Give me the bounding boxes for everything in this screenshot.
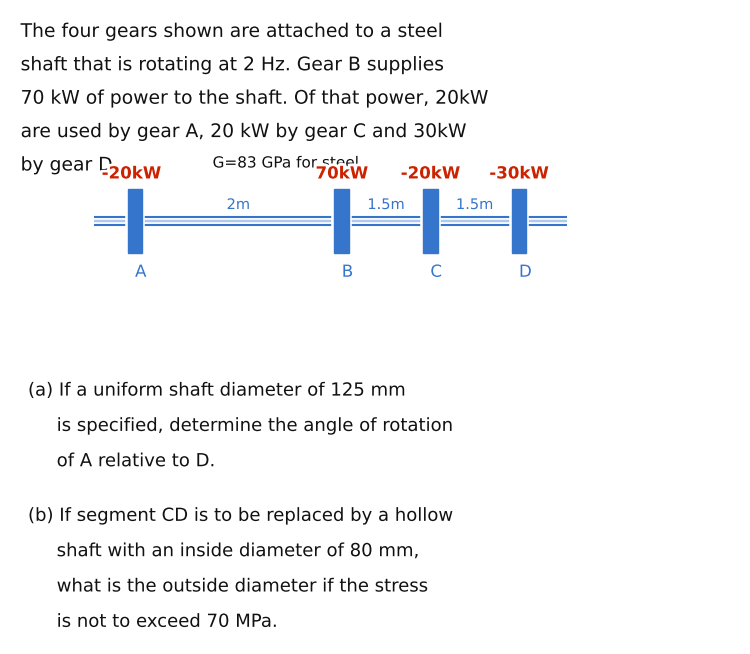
Text: shaft with an inside diameter of 80 mm,: shaft with an inside diameter of 80 mm,: [28, 542, 418, 560]
Text: -20kW: -20kW: [102, 164, 161, 182]
Text: is specified, determine the angle of rotation: is specified, determine the angle of rot…: [28, 417, 453, 435]
Bar: [94, 217, 567, 225]
Bar: [128, 189, 142, 253]
Text: B: B: [342, 263, 353, 281]
Text: -30kW: -30kW: [489, 164, 549, 182]
Text: C: C: [430, 263, 442, 281]
Text: 1.5m: 1.5m: [456, 197, 494, 212]
Bar: [334, 189, 350, 253]
Text: are used by gear A, 20 kW by gear C and 30kW: are used by gear A, 20 kW by gear C and …: [20, 122, 467, 141]
Text: G=83 GPa for steel: G=83 GPa for steel: [212, 156, 359, 171]
Text: 2m: 2m: [226, 197, 251, 212]
Text: shaft that is rotating at 2 Hz. Gear B supplies: shaft that is rotating at 2 Hz. Gear B s…: [20, 56, 445, 75]
Text: is not to exceed 70 MPa.: is not to exceed 70 MPa.: [28, 613, 277, 631]
Text: D: D: [519, 263, 532, 281]
Text: (a) If a uniform shaft diameter of 125 mm: (a) If a uniform shaft diameter of 125 m…: [28, 381, 405, 400]
Bar: [512, 189, 526, 253]
Text: -20kW: -20kW: [400, 164, 460, 182]
Bar: [423, 189, 438, 253]
Text: 70 kW of power to the shaft. Of that power, 20kW: 70 kW of power to the shaft. Of that pow…: [20, 89, 488, 108]
Text: 70kW: 70kW: [316, 164, 368, 182]
Text: A: A: [135, 263, 146, 281]
Text: The four gears shown are attached to a steel: The four gears shown are attached to a s…: [20, 22, 443, 41]
Text: of A relative to D.: of A relative to D.: [28, 453, 215, 470]
Text: (b) If segment CD is to be replaced by a hollow: (b) If segment CD is to be replaced by a…: [28, 507, 453, 525]
Text: 1.5m: 1.5m: [368, 197, 405, 212]
Text: what is the outside diameter if the stress: what is the outside diameter if the stre…: [28, 577, 427, 596]
Text: by gear D.: by gear D.: [20, 156, 118, 175]
